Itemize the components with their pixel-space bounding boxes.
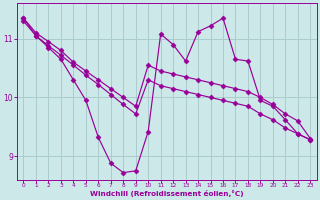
- X-axis label: Windchill (Refroidissement éolien,°C): Windchill (Refroidissement éolien,°C): [90, 190, 244, 197]
